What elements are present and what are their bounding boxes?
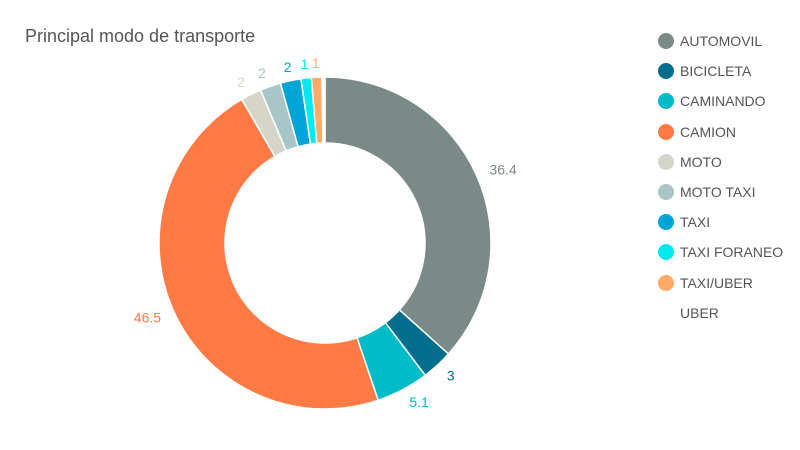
data-label-taxi-uber: 1 bbox=[312, 55, 320, 71]
legend-swatch bbox=[658, 33, 674, 50]
legend-label: TAXI bbox=[680, 214, 711, 231]
legend-item-camion[interactable]: CAMION bbox=[658, 117, 783, 147]
legend-item-automovil[interactable]: AUTOMOVIL bbox=[658, 26, 783, 56]
legend-item-moto[interactable]: MOTO bbox=[658, 147, 783, 177]
data-label-taxi-foraneo: 1 bbox=[301, 56, 309, 72]
data-label-moto-taxi: 2 bbox=[258, 65, 266, 81]
legend-label: UBER bbox=[680, 304, 719, 321]
slice-camion[interactable] bbox=[158, 98, 380, 410]
legend-label: TAXI/UBER bbox=[680, 274, 753, 291]
data-label-camion: 46.5 bbox=[134, 309, 161, 325]
legend-swatch bbox=[658, 244, 674, 261]
data-label-bicicleta: 3 bbox=[447, 368, 455, 384]
legend-swatch bbox=[658, 274, 674, 291]
legend-label: BICICLETA bbox=[680, 63, 752, 80]
legend-item-taxi-uber[interactable]: TAXI/UBER bbox=[658, 268, 783, 298]
legend-label: AUTOMOVIL bbox=[680, 33, 763, 50]
legend-label: MOTO bbox=[680, 153, 722, 170]
chart-title: Principal modo de transporte bbox=[25, 26, 256, 46]
legend-item-bicicleta[interactable]: BICICLETA bbox=[658, 56, 783, 86]
legend-swatch bbox=[658, 93, 674, 110]
legend-item-moto-taxi[interactable]: MOTO TAXI bbox=[658, 177, 783, 207]
legend-swatch bbox=[658, 153, 674, 170]
legend-label: TAXI FORANEO bbox=[680, 244, 784, 261]
legend-label: MOTO TAXI bbox=[680, 184, 756, 201]
legend-swatch bbox=[658, 63, 674, 80]
slice-uber[interactable] bbox=[321, 76, 326, 144]
legend-item-caminando[interactable]: CAMINANDO bbox=[658, 86, 783, 116]
legend-swatch bbox=[658, 123, 674, 140]
legend-swatch bbox=[658, 304, 674, 321]
slice-automovil[interactable] bbox=[324, 76, 492, 356]
legend-label: CAMINANDO bbox=[680, 93, 766, 110]
legend-item-taxi-foraneo[interactable]: TAXI FORANEO bbox=[658, 237, 783, 267]
legend: AUTOMOVIL BICICLETA CAMINANDO CAMION MOTO MOT… bbox=[658, 26, 783, 328]
data-label-moto: 2 bbox=[237, 74, 245, 90]
legend-item-taxi[interactable]: TAXI bbox=[658, 207, 783, 237]
data-label-automovil: 36.4 bbox=[489, 162, 516, 178]
legend-swatch bbox=[658, 184, 674, 201]
data-label-caminando: 5.1 bbox=[409, 394, 429, 410]
legend-label: CAMION bbox=[680, 123, 736, 140]
legend-swatch bbox=[658, 214, 674, 231]
legend-item-uber[interactable]: UBER bbox=[658, 298, 783, 328]
data-label-taxi: 2 bbox=[284, 59, 292, 75]
